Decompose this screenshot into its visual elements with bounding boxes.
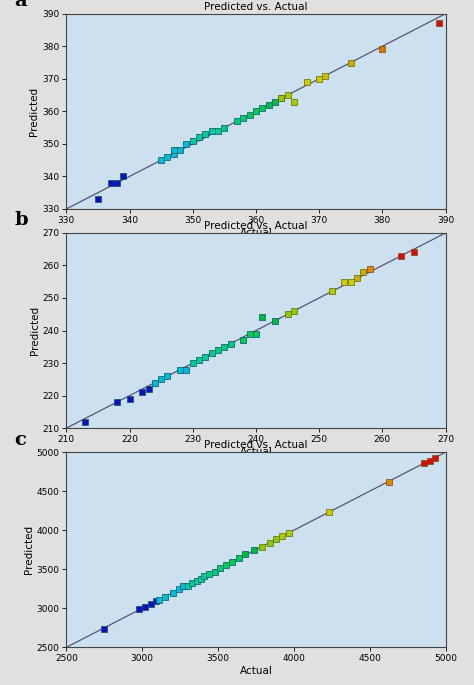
Text: a: a bbox=[14, 0, 27, 10]
Y-axis label: Predicted: Predicted bbox=[24, 525, 34, 574]
Y-axis label: Predicted: Predicted bbox=[29, 87, 39, 136]
X-axis label: Actual: Actual bbox=[239, 227, 273, 238]
X-axis label: Actual: Actual bbox=[239, 666, 273, 676]
Y-axis label: Predicted: Predicted bbox=[29, 306, 39, 355]
Text: b: b bbox=[14, 212, 28, 229]
Title: Predicted vs. Actual: Predicted vs. Actual bbox=[204, 1, 308, 12]
X-axis label: Actual: Actual bbox=[239, 447, 273, 457]
Title: Predicted vs. Actual: Predicted vs. Actual bbox=[204, 440, 308, 450]
Title: Predicted vs. Actual: Predicted vs. Actual bbox=[204, 221, 308, 231]
Text: c: c bbox=[14, 431, 26, 449]
